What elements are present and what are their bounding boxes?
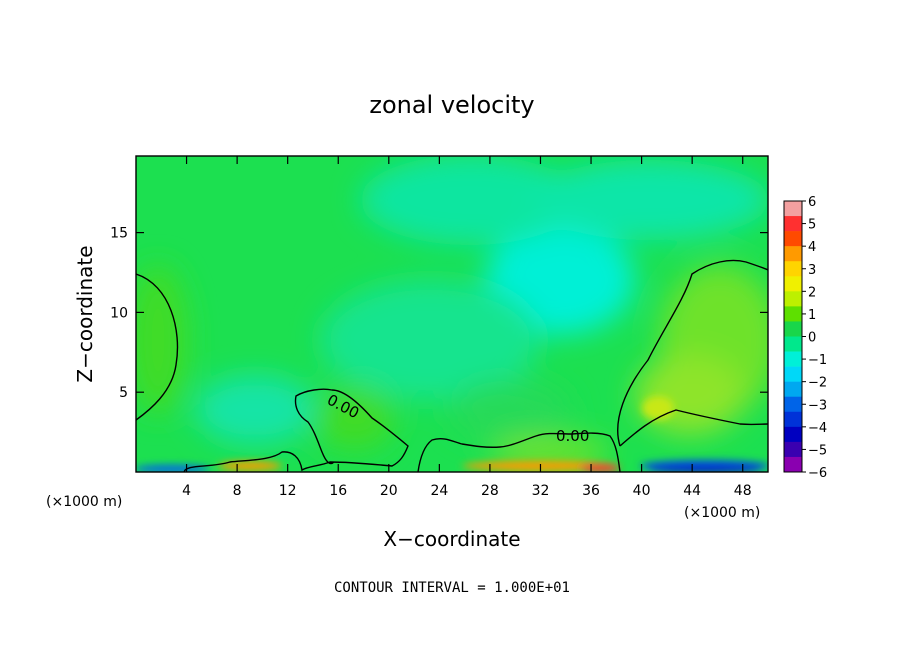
colorbar-swatch: [784, 201, 802, 217]
colorbar-tick-label: 1: [808, 308, 816, 323]
x-unit-left: (×1000 m): [46, 494, 122, 510]
velocity-field: [136, 156, 768, 472]
colorbar-tick-label: 3: [808, 263, 816, 278]
colorbar-swatch: [784, 351, 802, 367]
contour-label-right: 0.00: [556, 427, 589, 445]
x-tick-label: 24: [430, 483, 448, 499]
x-tick-label: 16: [329, 483, 347, 499]
x-axis-label: X−coordinate: [383, 527, 520, 551]
colorbar-swatch: [784, 216, 802, 232]
chart-title: zonal velocity: [369, 91, 534, 119]
x-tick-label: 32: [532, 483, 550, 499]
y-tick-label: 10: [110, 305, 128, 321]
contour-line-right: [417, 259, 768, 472]
colorbar-swatch: [784, 321, 802, 337]
colorbar-swatch: [784, 306, 802, 322]
colorbar: 6 5 4 3 2 1 0 −1 −2 −3 −4 −5 −6: [783, 195, 827, 481]
colorbar-swatch: [784, 441, 802, 458]
colorbar-swatch: [784, 246, 802, 262]
colorbar-tick-label: 0: [808, 331, 816, 346]
colorbar-tick-label: 2: [808, 285, 816, 300]
colorbar-swatch: [784, 276, 802, 292]
y-axis-ticks: 5 10 15: [110, 226, 768, 401]
x-tick-label: 12: [279, 483, 297, 499]
colorbar-swatch: [784, 231, 802, 247]
x-tick-label: 40: [633, 483, 651, 499]
colorbar-swatch: [784, 366, 802, 382]
x-tick-label: 28: [481, 483, 499, 499]
colorbar-tick-label: −3: [808, 398, 827, 413]
x-tick-label: 44: [683, 483, 701, 499]
colorbar-swatch: [784, 336, 802, 352]
colorbar-tick-label: 5: [808, 218, 816, 233]
colorbar-swatch: [784, 381, 802, 398]
colorbar-tick-label: −6: [808, 466, 827, 481]
x-axis-ticks: 4 8 12 16 20 24 28 32 36 40 44 48: [182, 156, 752, 499]
plot-frame: [135, 155, 769, 473]
y-tick-label: 15: [110, 226, 128, 242]
x-tick-label: 48: [734, 483, 752, 499]
x-tick-label: 8: [233, 483, 242, 499]
colorbar-swatch: [784, 291, 802, 307]
colorbar-swatch: [784, 411, 802, 428]
colorbar-swatch: [784, 261, 802, 277]
colorbar-tick-label: −5: [808, 443, 827, 458]
contour-line-left: [136, 273, 179, 421]
colorbar-swatch: [784, 426, 802, 443]
colorbar-tick-label: −4: [808, 421, 827, 436]
zero-contours: [136, 259, 768, 472]
colorbar-swatch: [784, 396, 802, 413]
colorbar-tick-label: −1: [808, 353, 827, 368]
colorbar-swatch: [784, 456, 802, 473]
x-tick-label: 36: [582, 483, 600, 499]
x-tick-label: 20: [380, 483, 398, 499]
y-axis-label: Z−coordinate: [73, 245, 97, 382]
colorbar-tick-label: 4: [808, 240, 816, 255]
colorbar-tick-label: 6: [808, 195, 816, 210]
contour-interval-note: CONTOUR INTERVAL = 1.000E+01: [334, 580, 570, 596]
contour-line-center: [183, 388, 409, 472]
x-tick-label: 4: [182, 483, 191, 499]
y-tick-label: 5: [119, 385, 128, 401]
x-unit-right: (×1000 m): [684, 505, 760, 521]
colorbar-tick-label: −2: [808, 376, 827, 391]
